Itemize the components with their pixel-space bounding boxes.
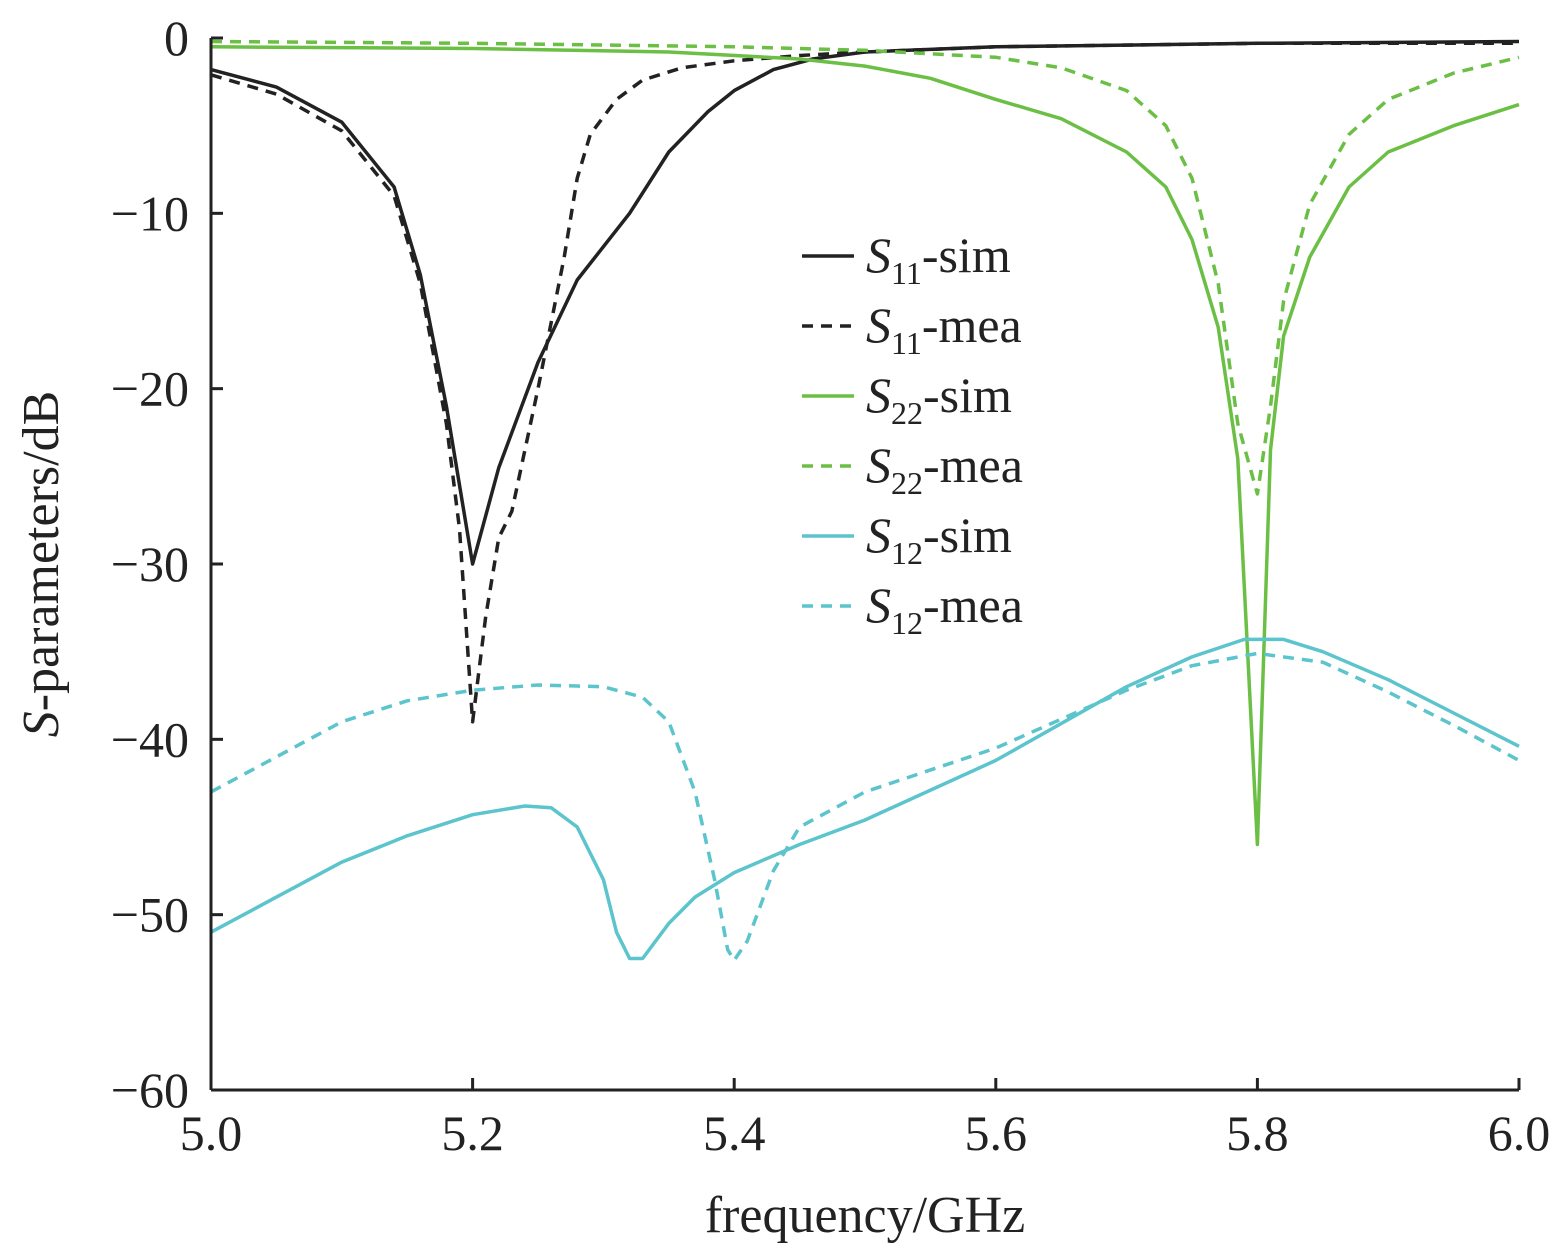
y-tick-label: 0 xyxy=(164,10,189,66)
series-layer xyxy=(210,39,1520,963)
legend-label-subscript: 22 xyxy=(891,465,923,501)
series-line-2 xyxy=(210,45,1520,847)
y-tick-label: −60 xyxy=(111,1062,189,1118)
x-tick-label: 5.4 xyxy=(703,1105,766,1161)
y-tick-label: −50 xyxy=(111,887,189,943)
legend-label-suffix: -sim xyxy=(923,507,1012,563)
x-tick-label: 5.6 xyxy=(965,1105,1028,1161)
axes-layer xyxy=(209,38,1519,1092)
y-tick-label: −30 xyxy=(111,536,189,592)
ticks-layer: 5.0 5.2 5.4 5.6 5.8 6.0 0 −10 −20 −30 −40 −50 −60 xyxy=(111,10,1550,1161)
y-axis-title-italic: S xyxy=(13,711,70,737)
series-line-5 xyxy=(210,651,1520,963)
legend-label: S12-sim xyxy=(866,507,1012,571)
legend-label-italic: S xyxy=(866,227,891,283)
y-axis-title-rest: -parameters/dB xyxy=(13,391,70,712)
legend-label-italic: S xyxy=(866,437,891,493)
x-tick-label: 6.0 xyxy=(1488,1105,1551,1161)
legend-label: S12-mea xyxy=(866,577,1023,641)
legend-label-italic: S xyxy=(866,297,891,353)
legend-label-subscript: 12 xyxy=(891,605,923,641)
y-tick-label: −40 xyxy=(111,711,189,767)
legend-label: S11-sim xyxy=(866,227,1011,291)
legend-label: S22-sim xyxy=(866,367,1012,431)
legend-label-italic: S xyxy=(866,367,891,423)
x-axis-title: frequency/GHz xyxy=(705,1187,1026,1244)
legend-label-subscript: 22 xyxy=(891,395,923,431)
series-line-4 xyxy=(210,637,1520,961)
legend-label: S22-mea xyxy=(866,437,1023,501)
legend-label-italic: S xyxy=(866,507,891,563)
legend-label-suffix: -sim xyxy=(923,367,1012,423)
y-tick-label: −20 xyxy=(111,361,189,417)
legend-label: S11-mea xyxy=(866,297,1022,361)
legend: S11-simS11-meaS22-simS22-meaS12-simS12-m… xyxy=(802,227,1023,641)
legend-label-italic: S xyxy=(866,577,891,633)
x-tick-label: 5.8 xyxy=(1226,1105,1289,1161)
series-line-3 xyxy=(210,39,1520,496)
y-axis-title: S-parameters/dB xyxy=(13,391,70,738)
legend-label-subscript: 11 xyxy=(891,325,922,361)
series-line-0 xyxy=(210,39,1520,566)
legend-label-subscript: 12 xyxy=(891,535,923,571)
legend-label-subscript: 11 xyxy=(891,255,922,291)
legend-label-suffix: -mea xyxy=(923,437,1023,493)
series-line-1 xyxy=(210,41,1519,724)
y-tick-label: −10 xyxy=(111,185,189,241)
x-tick-label: 5.2 xyxy=(441,1105,504,1161)
x-tick-label: 5.0 xyxy=(180,1105,243,1161)
legend-label-suffix: -mea xyxy=(922,297,1022,353)
legend-label-suffix: -sim xyxy=(922,227,1011,283)
legend-label-suffix: -mea xyxy=(923,577,1023,633)
